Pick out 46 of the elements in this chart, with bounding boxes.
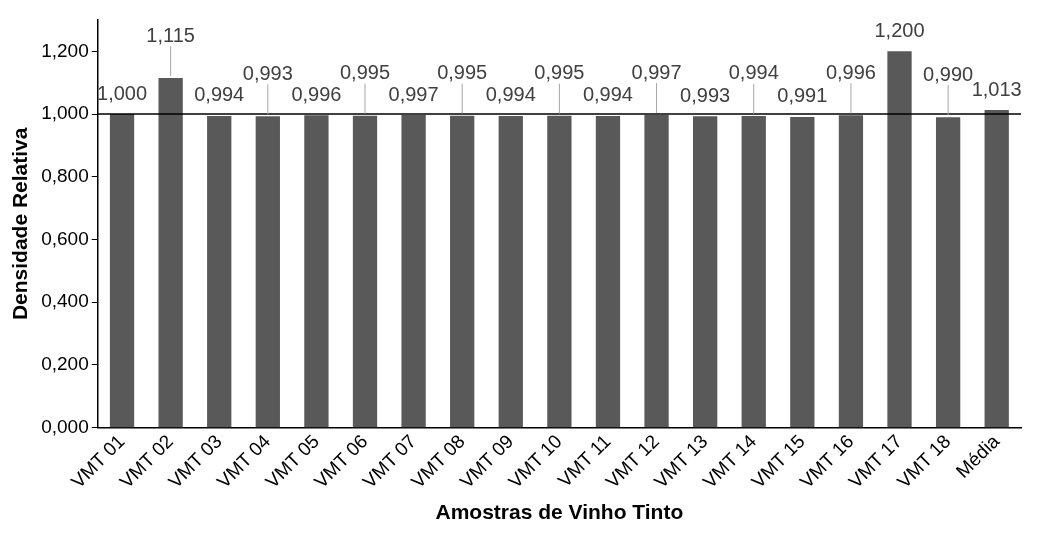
data-label: 0,994 — [485, 83, 536, 106]
bar — [255, 116, 280, 428]
data-label: 1,200 — [874, 18, 925, 41]
bar — [109, 114, 135, 428]
y-tick-label: 0,200 — [41, 353, 89, 375]
data-label: 0,993 — [680, 83, 731, 106]
bar — [644, 115, 669, 428]
data-label: 0,995 — [339, 61, 391, 84]
bar — [984, 110, 1009, 428]
data-label: 0,995 — [437, 61, 488, 84]
data-label: 1,013 — [971, 77, 1022, 100]
bar — [401, 115, 426, 428]
bar — [498, 115, 523, 428]
y-tick-label: 1,200 — [41, 39, 89, 61]
y-tick-label: 0,400 — [41, 290, 89, 312]
bar — [547, 115, 572, 428]
bar — [887, 51, 912, 428]
x-axis-title: Amostras de Vinho Tinto — [435, 500, 684, 524]
bar — [207, 115, 232, 428]
data-label: 1,115 — [146, 23, 195, 46]
data-label: 0,993 — [242, 61, 293, 84]
bar — [595, 115, 621, 428]
bar — [450, 115, 475, 428]
bar — [158, 78, 183, 428]
bar — [935, 117, 961, 428]
data-label: 0,991 — [777, 84, 828, 107]
data-label: 0,994 — [728, 61, 779, 84]
data-label: 0,997 — [631, 60, 682, 83]
data-label: 0,995 — [534, 61, 585, 84]
y-axis-title: Densidade Relativa — [8, 127, 32, 321]
bar — [741, 115, 766, 428]
y-tick-label: 0,800 — [41, 165, 89, 187]
data-label: 0,990 — [923, 62, 974, 85]
y-tick-label: 0,000 — [41, 415, 89, 437]
data-label: 0,994 — [194, 83, 245, 106]
bar — [352, 115, 378, 428]
data-label: 0,996 — [825, 60, 876, 83]
data-label: 0,997 — [388, 82, 439, 105]
bar — [838, 115, 864, 428]
bar — [693, 116, 718, 428]
bar — [304, 115, 329, 428]
data-label: 0,994 — [582, 83, 633, 106]
bar — [790, 116, 815, 428]
y-tick-label: 0,600 — [41, 227, 89, 249]
y-tick-label: 1,000 — [41, 102, 89, 124]
data-label: 0,996 — [291, 82, 342, 105]
